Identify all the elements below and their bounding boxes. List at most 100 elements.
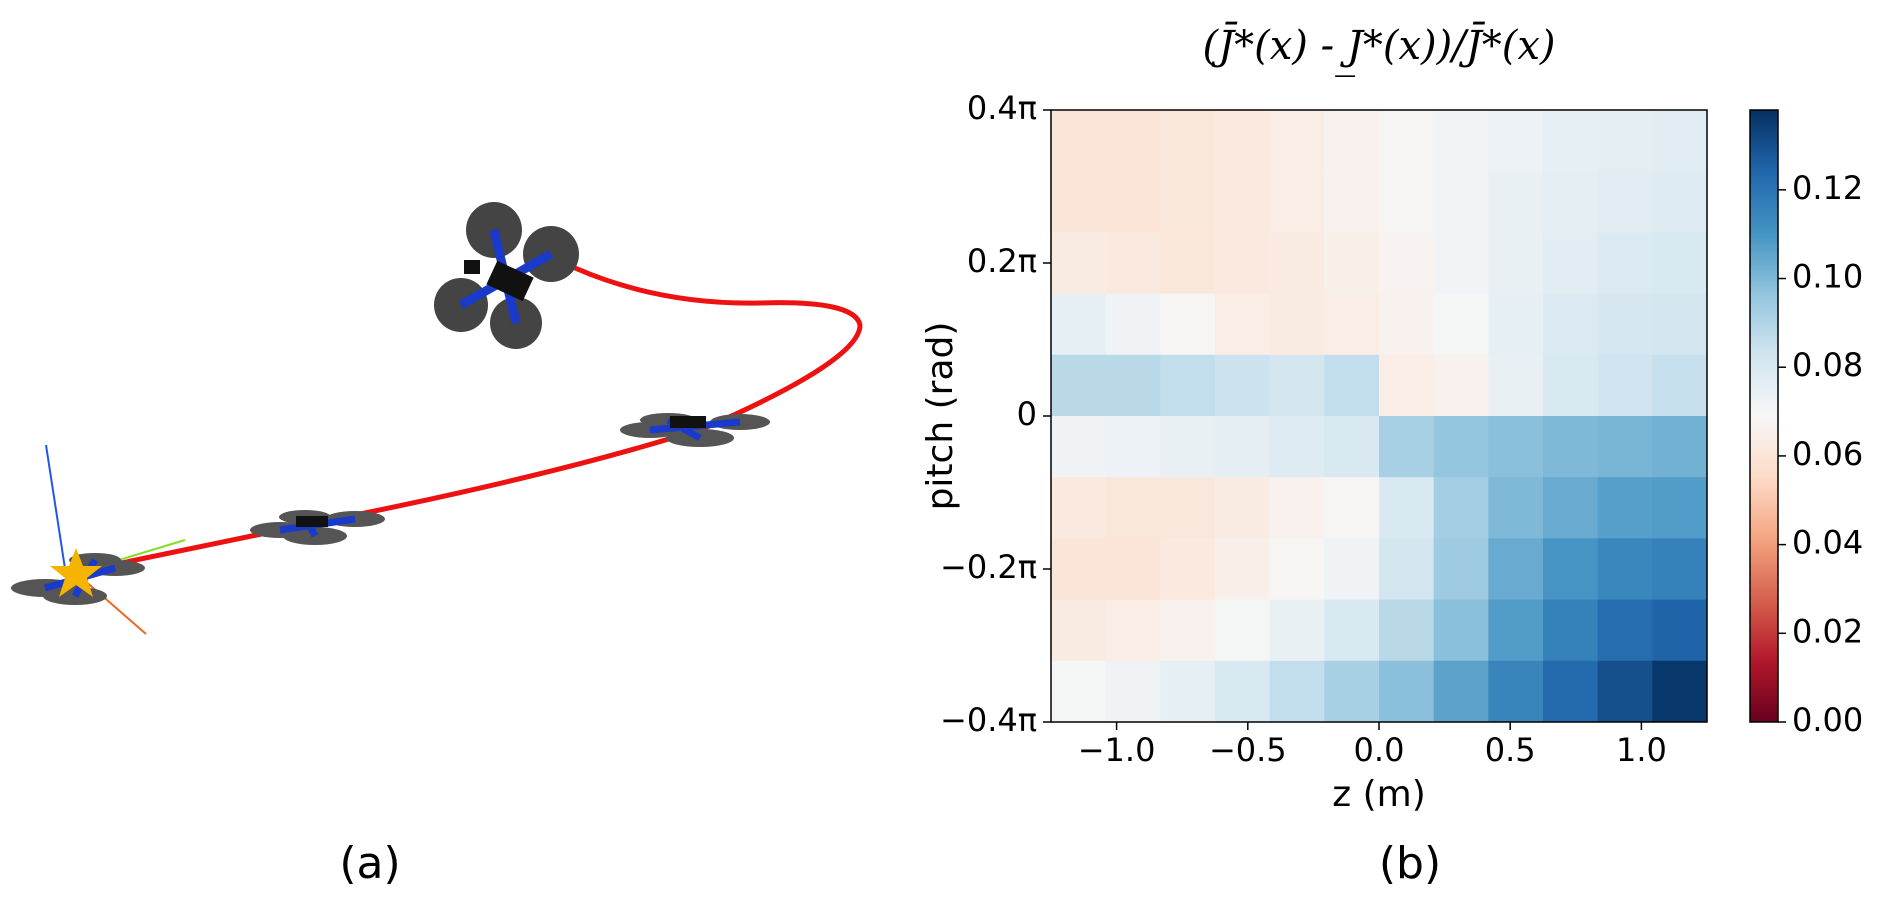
heatmap-cell: [1324, 660, 1380, 723]
heatmap-cell: [1652, 477, 1708, 539]
heatmap-cell: [1051, 538, 1107, 601]
heatmap-cell: [1597, 171, 1653, 233]
heatmap-cell: [1379, 599, 1435, 662]
heatmap-cell: [1160, 232, 1216, 295]
x-tick-label: 1.0: [1616, 731, 1667, 769]
heatmap-cell: [1543, 477, 1599, 539]
y-tick-label: −0.2π: [940, 548, 1037, 586]
heatmap-cell: [1215, 538, 1271, 601]
heatmap-cell: [1051, 660, 1107, 723]
heatmap-cell: [1215, 416, 1271, 478]
heatmap-cell: [1105, 538, 1161, 601]
heatmap-cell: [1488, 599, 1544, 662]
heatmap-cell: [1105, 354, 1161, 417]
heatmap-cell: [1597, 354, 1653, 417]
heatmap-cell: [1105, 293, 1161, 356]
heatmap-cell: [1433, 110, 1489, 172]
y-tick-label: 0.2π: [967, 242, 1037, 280]
x-tick-label: −1.0: [1078, 731, 1156, 769]
heatmap-cell: [1379, 110, 1435, 172]
heatmap-cell: [1433, 354, 1489, 417]
colorbar-tick-label: 0.06: [1792, 435, 1863, 473]
x-axis-label: z (m): [1332, 774, 1426, 815]
heatmap-cell: [1051, 416, 1107, 478]
heatmap-cell: [1324, 293, 1380, 356]
heatmap-cell: [1215, 110, 1271, 172]
heatmap-cell: [1543, 354, 1599, 417]
heatmap-cell: [1215, 477, 1271, 539]
heatmap-cell: [1105, 110, 1161, 172]
heatmap-cell: [1543, 416, 1599, 478]
heatmap-cell: [1652, 538, 1708, 601]
heatmap-cell: [1488, 477, 1544, 539]
heatmap-cell: [1269, 293, 1325, 356]
heatmap-cell: [1105, 599, 1161, 662]
heatmap-cell: [1652, 232, 1708, 295]
heatmap-cell: [1051, 232, 1107, 295]
heatmap-cell: [1160, 599, 1216, 662]
heatmap-cell: [1433, 232, 1489, 295]
heatmap-cell: [1160, 171, 1216, 233]
heatmap-cell: [1488, 538, 1544, 601]
colorbar-tick-label: 0.10: [1792, 258, 1863, 296]
panel-label: (b): [1379, 838, 1441, 889]
heatmap-cell: [1160, 110, 1216, 172]
heatmap-cell: [1269, 110, 1325, 172]
heatmap-cell: [1269, 660, 1325, 723]
heatmap-cell: [1652, 354, 1708, 417]
heatmap-cell: [1543, 660, 1599, 723]
heatmap-cell: [1597, 538, 1653, 601]
x-tick-label: 0.5: [1485, 731, 1536, 769]
heatmap-cell: [1051, 110, 1107, 172]
heatmap-cell: [1652, 171, 1708, 233]
heatmap-cell: [1160, 354, 1216, 417]
heatmap-cell: [1324, 354, 1380, 417]
y-tick-label: 0.4π: [967, 89, 1037, 127]
heatmap-cell: [1597, 293, 1653, 356]
heatmap-cell: [1597, 110, 1653, 172]
heatmap-cell: [1652, 293, 1708, 356]
heatmap-cell: [1652, 110, 1708, 172]
panel-label: (a): [339, 838, 400, 889]
heatmap-cell: [1597, 660, 1653, 723]
heatmap-cell: [1379, 538, 1435, 601]
heatmap-cell: [1488, 171, 1544, 233]
heatmap-cell: [1543, 599, 1599, 662]
heatmap-cell: [1269, 477, 1325, 539]
heatmap-cell: [1543, 293, 1599, 356]
heatmap-cell: [1051, 293, 1107, 356]
heatmap-cell: [1433, 477, 1489, 539]
heatmap-cell: [1051, 171, 1107, 233]
heatmap-cell: [1597, 232, 1653, 295]
heatmap-cell: [1433, 293, 1489, 356]
heatmap-cell: [1105, 171, 1161, 233]
heatmap-cell: [1652, 599, 1708, 662]
heatmap-cell: [1324, 477, 1380, 539]
heatmap-cell: [1543, 110, 1599, 172]
heatmap-cell: [1379, 416, 1435, 478]
x-tick-label: 0.0: [1354, 731, 1405, 769]
heatmap-cell: [1488, 354, 1544, 417]
heatmap-cell: [1543, 171, 1599, 233]
heatmap-cell: [1215, 171, 1271, 233]
heatmap-cell: [1160, 660, 1216, 723]
heatmap-cell: [1215, 354, 1271, 417]
heatmap-cell: [1379, 171, 1435, 233]
heatmap-cell: [1433, 660, 1489, 723]
heatmap-cell: [1269, 232, 1325, 295]
colorbar: [1749, 109, 1779, 723]
y-tick-label: 0: [1017, 395, 1037, 433]
x-tick-label: −0.5: [1209, 731, 1287, 769]
heatmap-cell: [1215, 660, 1271, 723]
heatmap-cell: [1215, 293, 1271, 356]
colorbar-tick-label: 0.00: [1792, 701, 1863, 739]
heatmap-cell: [1324, 232, 1380, 295]
heatmap-cell: [1269, 599, 1325, 662]
heatmap-cell: [1051, 599, 1107, 662]
heatmap-cell: [1379, 354, 1435, 417]
heatmap-cell: [1324, 538, 1380, 601]
heatmap-cell: [1269, 538, 1325, 601]
heatmap-cell: [1160, 538, 1216, 601]
heatmap-cell: [1269, 416, 1325, 478]
colorbar-tick-label: 0.08: [1792, 346, 1863, 384]
